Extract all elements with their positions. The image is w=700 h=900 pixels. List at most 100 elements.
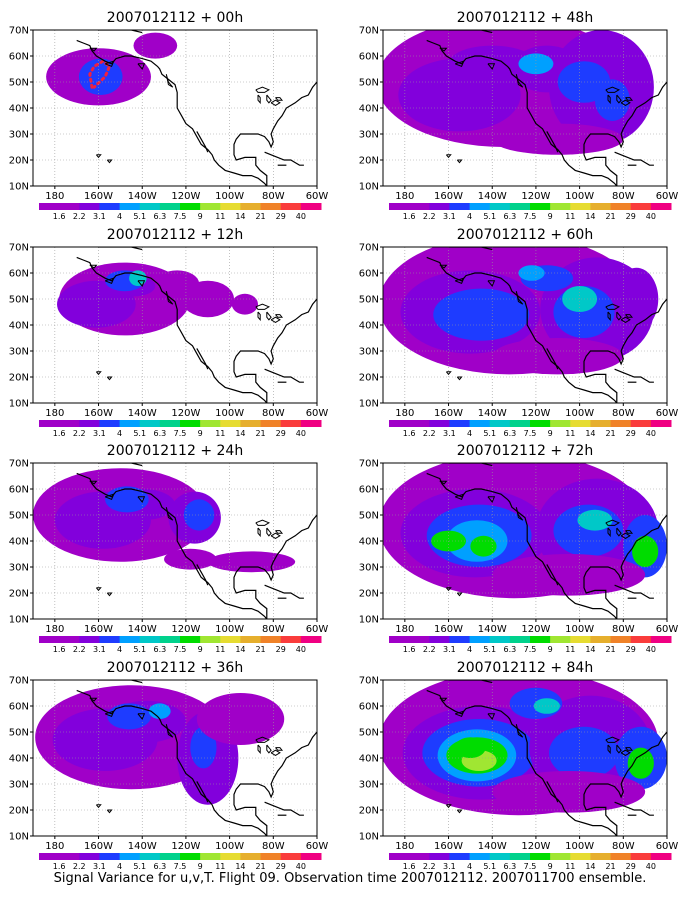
colorbar-label: 40 bbox=[646, 862, 656, 871]
colorbar-swatch bbox=[469, 636, 491, 643]
colorbar-swatch bbox=[200, 853, 221, 860]
colorbar-swatch bbox=[59, 636, 80, 643]
colorbar-label: 2.2 bbox=[423, 212, 436, 221]
colorbar-swatch bbox=[469, 853, 491, 860]
lat-tick-label: 30N bbox=[359, 780, 379, 791]
lon-tick-label: 160W bbox=[434, 624, 463, 635]
colorbar: 1.6 2.2 3.1 4 5.1 6.3 7.5 9 11 14 21 29 40 bbox=[39, 420, 322, 438]
colorbar-swatch bbox=[469, 203, 491, 210]
lat-tick-label: 40N bbox=[359, 537, 379, 548]
lon-tick-label: 80W bbox=[612, 408, 635, 419]
colorbar-swatch bbox=[180, 636, 201, 643]
lat-tick-label: 70N bbox=[9, 676, 29, 687]
colorbar-swatch bbox=[489, 203, 511, 210]
variance-contour bbox=[78, 58, 123, 95]
colorbar-label: 5.1 bbox=[483, 645, 496, 654]
variance-contour bbox=[492, 554, 646, 596]
colorbar-swatch bbox=[509, 853, 531, 860]
colorbar-label: 7.5 bbox=[174, 429, 187, 438]
lon-tick-label: 180 bbox=[45, 841, 64, 852]
colorbar-label: 11 bbox=[215, 862, 225, 871]
colorbar-label: 3.1 bbox=[93, 212, 106, 221]
colorbar-label: 4 bbox=[467, 645, 472, 654]
lat-tick-label: 60N bbox=[9, 702, 29, 713]
lon-tick-label: 180 bbox=[45, 408, 64, 419]
lat-tick-label: 20N bbox=[9, 806, 29, 817]
colorbar-swatch bbox=[240, 203, 262, 210]
colorbar-label: 11 bbox=[215, 429, 225, 438]
colorbar-swatch bbox=[99, 420, 121, 427]
lon-tick-label: 160W bbox=[434, 408, 463, 419]
colorbar-swatch bbox=[550, 636, 571, 643]
variance-contour bbox=[518, 265, 545, 281]
variance-contour bbox=[627, 747, 654, 779]
variance-contour bbox=[196, 693, 285, 745]
lat-tick-label: 40N bbox=[359, 754, 379, 765]
panel-title: 2007012112 + 24h bbox=[107, 443, 243, 459]
lon-tick-label: 60W bbox=[306, 408, 329, 419]
lat-tick-label: 30N bbox=[9, 130, 29, 141]
colorbar-label: 40 bbox=[296, 212, 306, 221]
variance-contour bbox=[492, 338, 624, 375]
colorbar-label: 21 bbox=[605, 645, 615, 654]
lon-tick-label: 120W bbox=[521, 624, 550, 635]
lon-tick-label: 120W bbox=[171, 841, 200, 852]
colorbar-swatch bbox=[79, 853, 100, 860]
variance-contour bbox=[105, 486, 149, 513]
colorbar-label: 4 bbox=[467, 212, 472, 221]
colorbar: 1.6 2.2 3.1 4 5.1 6.3 7.5 9 11 14 21 29 40 bbox=[39, 853, 322, 871]
lat-tick-label: 60N bbox=[9, 52, 29, 63]
colorbar-label: 29 bbox=[276, 212, 286, 221]
colorbar-label: 7.5 bbox=[524, 645, 537, 654]
lon-tick-label: 100W bbox=[565, 408, 594, 419]
colorbar-label: 6.3 bbox=[153, 212, 166, 221]
lat-tick-label: 50N bbox=[9, 78, 29, 89]
gridlines bbox=[383, 463, 667, 619]
colorbar-label: 9 bbox=[548, 862, 553, 871]
colorbar-label: 21 bbox=[255, 212, 265, 221]
lat-tick-label: 60N bbox=[359, 52, 379, 63]
colorbar-swatch bbox=[429, 203, 450, 210]
colorbar-label: 3.1 bbox=[93, 862, 106, 871]
colorbar-label: 21 bbox=[605, 862, 615, 871]
colorbar-swatch bbox=[119, 636, 141, 643]
colorbar-label: 40 bbox=[296, 862, 306, 871]
lon-tick-label: 140W bbox=[128, 841, 157, 852]
lat-tick-label: 70N bbox=[359, 459, 379, 470]
colorbar-label: 1.6 bbox=[403, 429, 416, 438]
lon-tick-label: 140W bbox=[478, 624, 507, 635]
variance-contour bbox=[632, 535, 659, 568]
colorbar-label: 29 bbox=[626, 645, 636, 654]
lon-tick-label: 180 bbox=[395, 191, 414, 202]
lat-tick-label: 10N bbox=[9, 615, 29, 626]
lat-tick-label: 20N bbox=[9, 373, 29, 384]
variance-contour bbox=[133, 32, 178, 59]
colorbar-label: 4 bbox=[467, 862, 472, 871]
colorbar-swatch bbox=[489, 636, 511, 643]
lon-tick-label: 160W bbox=[84, 841, 113, 852]
lat-tick-label: 30N bbox=[359, 563, 379, 574]
colorbar: 1.6 2.2 3.1 4 5.1 6.3 7.5 9 11 14 21 29 40 bbox=[389, 203, 672, 221]
lat-tick-label: 40N bbox=[9, 754, 29, 765]
colorbar-swatch bbox=[429, 636, 450, 643]
colorbar-swatch bbox=[469, 420, 491, 427]
colorbar-label: 11 bbox=[215, 212, 225, 221]
colorbar-label: 2.2 bbox=[423, 862, 436, 871]
colorbar-label: 4 bbox=[467, 429, 472, 438]
colorbar-label: 4 bbox=[117, 645, 122, 654]
lat-tick-label: 10N bbox=[9, 399, 29, 410]
lat-tick-label: 50N bbox=[359, 728, 379, 739]
colorbar-swatch bbox=[79, 203, 100, 210]
colorbar-label: 6.3 bbox=[503, 212, 516, 221]
colorbar-label: 9 bbox=[198, 212, 203, 221]
colorbar-label: 5.1 bbox=[133, 645, 146, 654]
lon-tick-label: 80W bbox=[262, 841, 285, 852]
map-panel: 2007012112 + 00h 180 160W 140W 120W 100W 80W 60… bbox=[9, 10, 329, 221]
colorbar-label: 3.1 bbox=[443, 212, 456, 221]
colorbar-label: 7.5 bbox=[524, 429, 537, 438]
colorbar-swatch bbox=[409, 853, 430, 860]
lon-tick-label: 180 bbox=[45, 624, 64, 635]
colorbar-swatch bbox=[59, 420, 80, 427]
variance-contour bbox=[455, 737, 486, 758]
colorbar-swatch bbox=[200, 420, 221, 427]
